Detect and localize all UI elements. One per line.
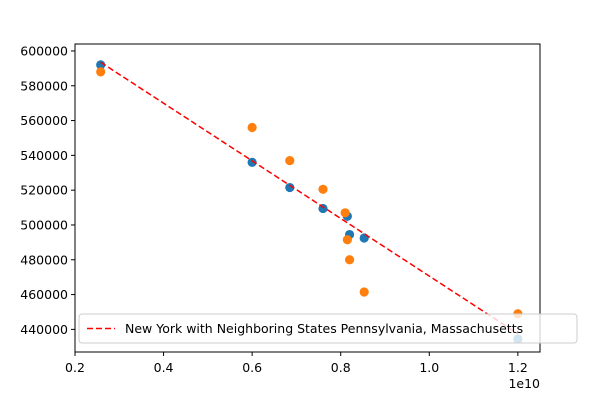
- legend-label: New York with Neighboring States Pennsyl…: [125, 321, 523, 336]
- x-tick-label: 1.2: [508, 360, 528, 375]
- scatter-point: [285, 155, 295, 166]
- regression-line: [100, 61, 519, 335]
- y-tick-label: 600000: [20, 43, 68, 58]
- legend: New York with Neighboring States Pennsyl…: [78, 313, 578, 344]
- chart-marks: [96, 60, 523, 344]
- scatter-point: [342, 235, 352, 245]
- y-tick-label: 560000: [20, 113, 68, 128]
- scatter-point: [340, 208, 350, 218]
- scatter-point: [318, 184, 328, 194]
- y-tick-label: 440000: [20, 322, 68, 337]
- x-tick-label: 0.4: [154, 360, 174, 375]
- scatter-point: [344, 255, 355, 265]
- scatter-point: [96, 67, 106, 77]
- scatter-point: [359, 287, 369, 297]
- y-tick-label: 540000: [20, 148, 68, 163]
- y-tick-label: 460000: [20, 287, 68, 302]
- x-tick-label: 1.0: [419, 360, 439, 375]
- legend-box: [78, 313, 578, 344]
- scatter-point: [247, 122, 257, 133]
- axes: 0.2 0.4 0.6 0.8 1.0 1.2 440000 460000 480000 5000…: [20, 43, 541, 375]
- y-tick-label: 480000: [20, 252, 68, 267]
- scatter-point: [359, 233, 369, 243]
- x-tick-label: 0.8: [331, 360, 351, 375]
- x-tick-label: 0.6: [242, 360, 262, 375]
- scatter-point: [247, 157, 257, 167]
- x-tick-label: 0.2: [65, 360, 85, 375]
- scatter-point: [285, 182, 295, 193]
- y-tick-label: 580000: [20, 78, 68, 93]
- axes-frame: [74, 43, 541, 353]
- y-tick-label: 500000: [20, 217, 68, 232]
- x-axis-offset-label: 1e10: [508, 376, 540, 391]
- y-tick-label: 520000: [20, 183, 68, 198]
- scatter-point: [96, 60, 106, 70]
